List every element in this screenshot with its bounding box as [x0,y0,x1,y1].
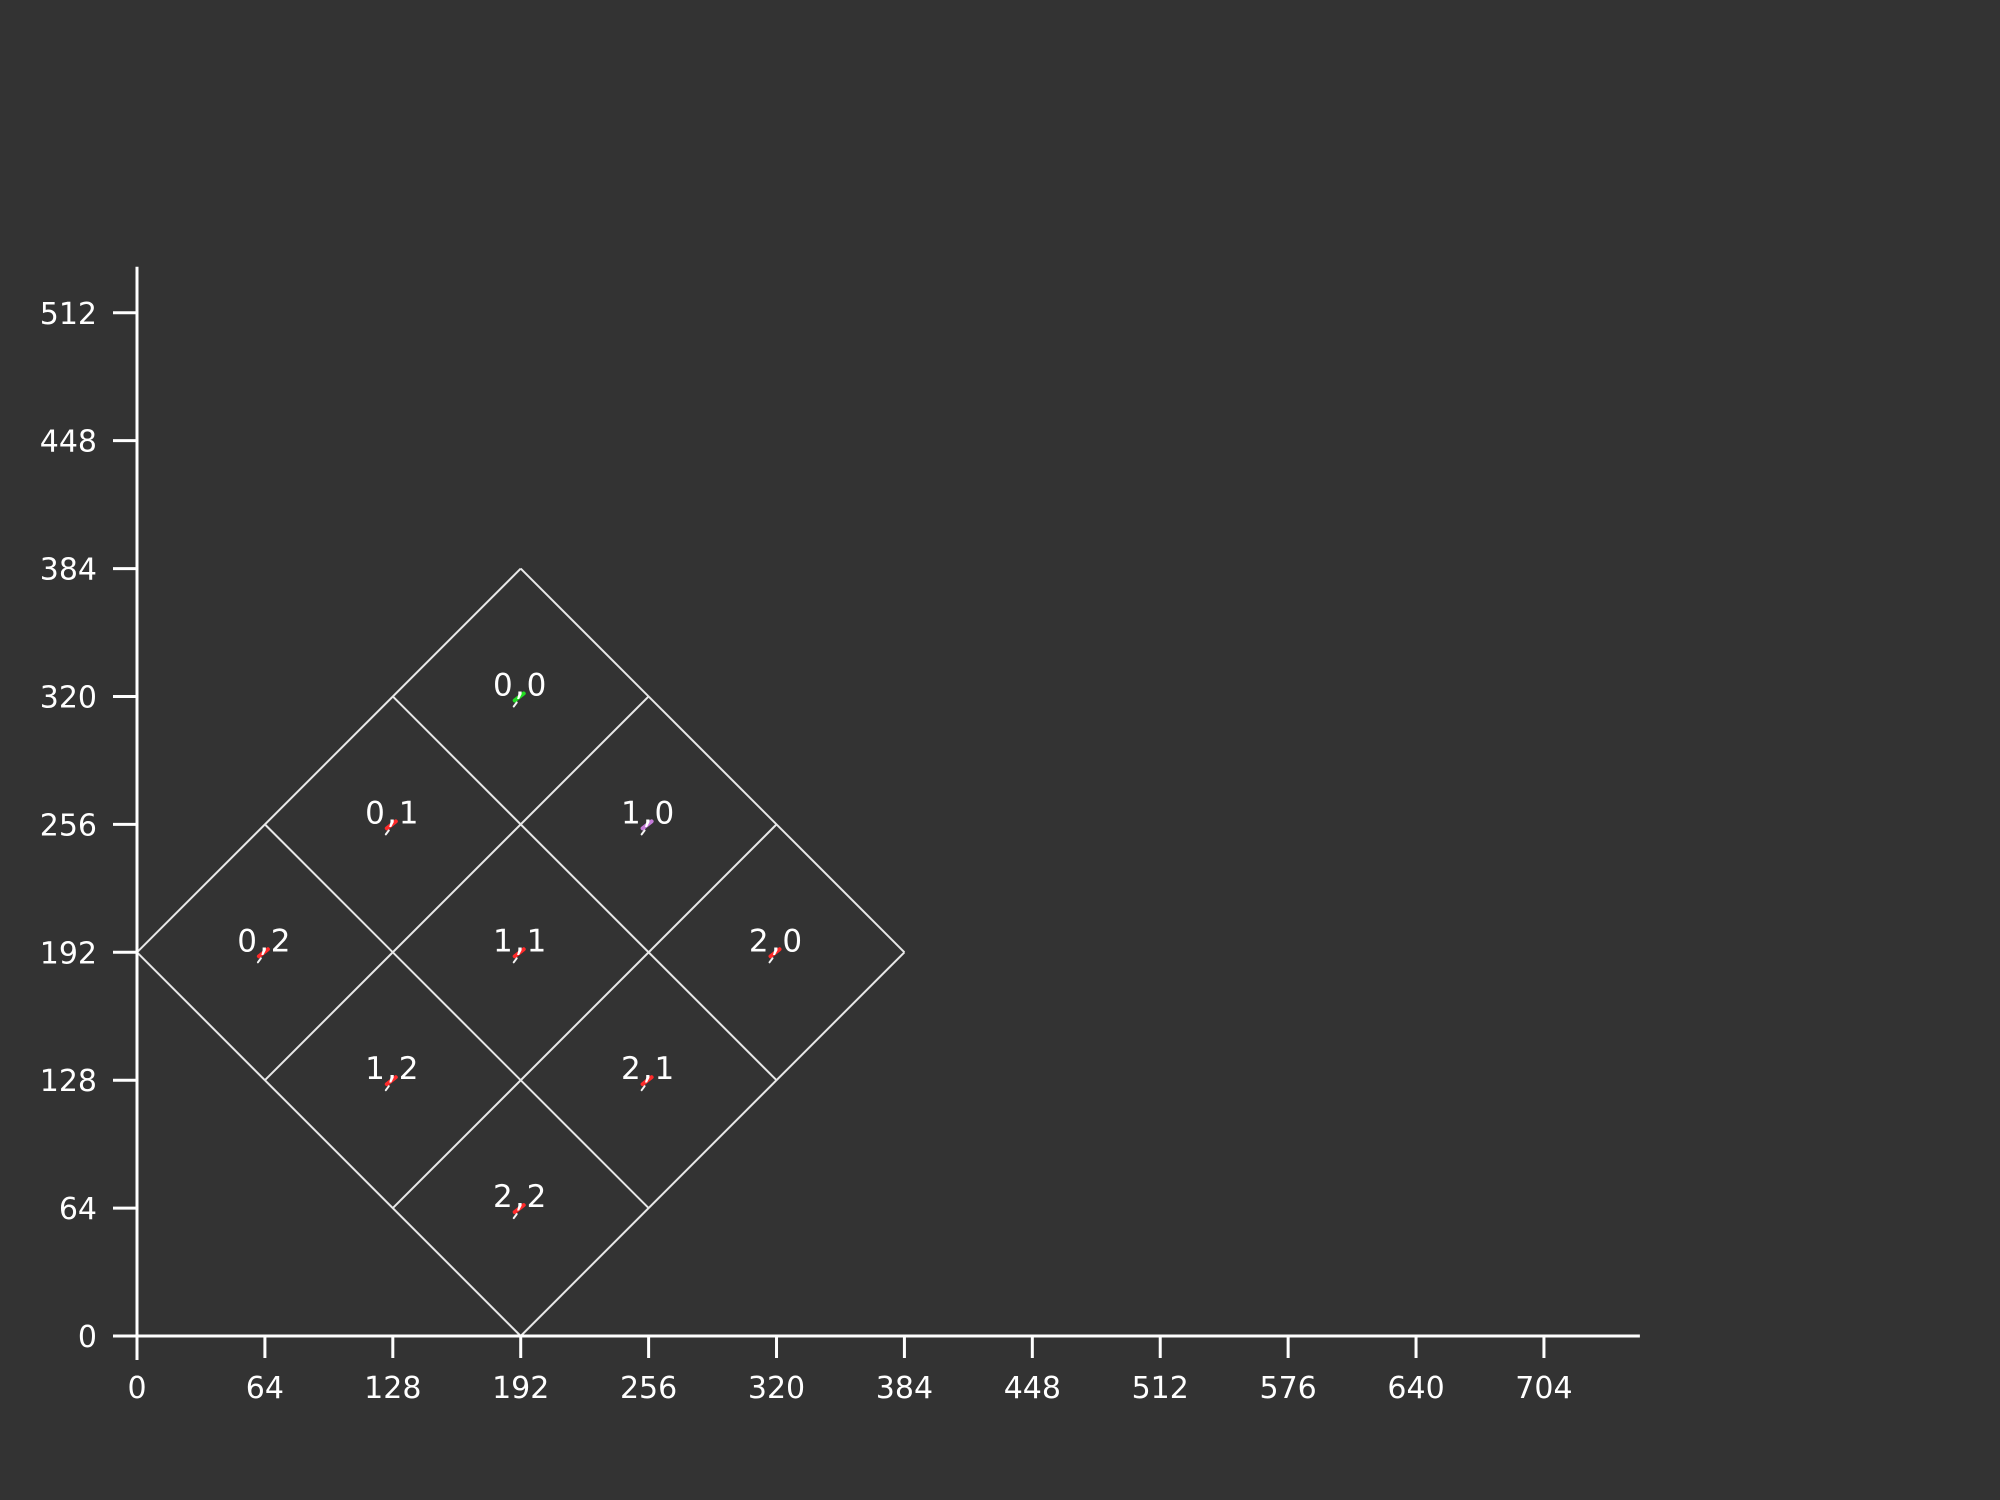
x-tick-label: 256 [620,1371,677,1406]
cell-marker-tail [512,701,518,708]
x-tick-label: 576 [1260,1371,1317,1406]
cell-label-0-0: 0,0 [493,667,548,703]
cell-marker-0-0 [512,691,526,703]
cell-marker-tail [640,829,646,836]
y-tick-label: 512 [40,297,97,332]
x-tick-label: 448 [1004,1371,1061,1406]
y-tick-label: 384 [40,553,97,588]
x-tick-label: 0 [127,1371,146,1406]
cell-marker-tail [384,1085,390,1092]
grid-line-j-3 [136,951,522,1337]
grid-line-i-2 [392,823,778,1209]
x-tick-label: 384 [876,1371,933,1406]
cell-label-1-1: 1,1 [493,923,548,959]
x-tick-label: 64 [246,1371,284,1406]
y-tick-label: 320 [40,680,97,715]
cell-marker-2-2 [512,1203,526,1215]
cell-marker-1-1 [512,947,526,959]
grid-line-j-2 [264,823,650,1209]
cell-marker-tail [256,957,262,964]
cell-marker-0-1 [384,819,398,831]
grid-line-j-0 [520,567,906,953]
cell-label-2-2: 2,2 [493,1179,548,1215]
cell-marker-tail [640,1085,646,1092]
grid-line-i-0 [136,567,522,953]
marker-layer [256,691,782,1220]
cell-marker-2-1 [640,1075,654,1087]
grid-line-j-1 [392,695,778,1081]
cell-marker-tail [384,829,390,836]
y-tick-label: 256 [40,808,97,843]
x-tick-label: 320 [748,1371,805,1406]
x-tick-label: 192 [492,1371,549,1406]
y-tick-label: 448 [40,425,97,460]
grid-line-i-3 [520,951,906,1337]
cell-marker-tail [512,1213,518,1220]
x-tick-label: 128 [364,1371,421,1406]
y-tick-label: 0 [78,1320,97,1355]
y-tick-label: 128 [40,1064,97,1099]
cell-label-2-0: 2,0 [749,923,804,959]
x-tick-label: 512 [1132,1371,1189,1406]
cell-marker-tail [512,957,518,964]
y-tick-label: 192 [40,936,97,971]
cell-label-1-0: 1,0 [621,795,676,831]
label-layer: 0,0 0,1 1,0 0,2 1,1 2,0 1,2 2,1 2,2 [237,667,804,1215]
x-tick-label: 640 [1387,1371,1444,1406]
cell-label-0-2: 0,2 [237,923,292,959]
cell-marker-1-2 [384,1075,398,1087]
cell-label-1-2: 1,2 [365,1051,420,1087]
cell-marker-tail [768,957,774,964]
axis-layer: 0 64 128 192 256 320 384 448 512 576 640 704 0 64 128 1… [40,266,1640,1406]
cell-marker-2-0 [768,947,782,959]
cell-marker-1-0 [640,819,654,831]
x-tick-label: 704 [1515,1371,1572,1406]
grid-line-i-1 [264,695,650,1081]
cell-label-2-1: 2,1 [621,1051,676,1087]
y-tick-label: 64 [59,1192,97,1227]
grid-layer [136,567,906,1337]
cell-label-0-1: 0,1 [365,795,420,831]
cell-marker-0-2 [256,947,270,959]
